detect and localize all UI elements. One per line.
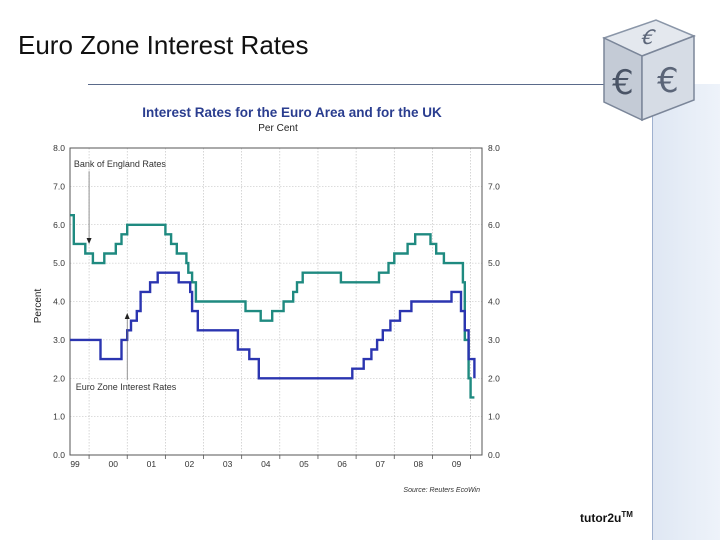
y-axis-left: 0.0 1.0 2.0 3.0 4.0 5.0 6.0 7.0 8.0 — [53, 143, 65, 460]
y-tick-label-left: 0.0 — [53, 450, 65, 460]
x-tick-label: 03 — [223, 459, 233, 469]
x-tick-label: 05 — [299, 459, 309, 469]
x-tick-label: 00 — [108, 459, 118, 469]
y-tick-label-left: 2.0 — [53, 373, 65, 383]
title-divider — [88, 84, 720, 85]
plot-frame — [69, 147, 483, 456]
y-tick-label-right: 7.0 — [488, 181, 500, 191]
slide-title: Euro Zone Interest Rates — [18, 30, 309, 60]
series-line-euro — [70, 271, 476, 380]
annotations: Bank of England Rates Euro Zone Interest … — [74, 159, 177, 392]
y-tick-label-right: 6.0 — [488, 220, 500, 230]
y-tick-label-right: 3.0 — [488, 335, 500, 345]
y-tick-label-right: 0.0 — [488, 450, 500, 460]
annotation-boe-label: Bank of England Rates — [74, 159, 167, 169]
y-tick-label-left: 1.0 — [53, 412, 65, 422]
interest-rate-chart: Interest Rates for the Euro Area and for… — [33, 105, 500, 494]
annotation-arrowhead — [86, 237, 92, 244]
y-tick-label-right: 2.0 — [488, 373, 500, 383]
y-tick-label-right: 8.0 — [488, 143, 500, 153]
trademark-mark: TM — [621, 510, 633, 519]
y-tick-label-left: 5.0 — [53, 258, 65, 268]
annotation-arrowhead — [124, 313, 130, 320]
chart-source: Source: Reuters EcoWin — [403, 487, 480, 494]
x-axis: 99 00 01 02 03 04 05 06 07 08 09 — [70, 455, 471, 469]
x-tick-label: 07 — [376, 459, 386, 469]
x-tick-label: 06 — [337, 459, 347, 469]
x-tick-label: 01 — [147, 459, 157, 469]
y-tick-label-left: 8.0 — [53, 143, 65, 153]
svg-text:€: € — [612, 63, 634, 103]
svg-text:€: € — [657, 61, 679, 101]
chart-subtitle: Per Cent — [258, 123, 298, 134]
y-tick-label-left: 7.0 — [53, 181, 65, 191]
annotation-euro-label: Euro Zone Interest Rates — [76, 382, 177, 392]
y-axis-right: 0.0 1.0 2.0 3.0 4.0 5.0 6.0 7.0 8.0 — [488, 143, 500, 460]
x-tick-label: 02 — [185, 459, 195, 469]
y-tick-label-left: 6.0 — [53, 220, 65, 230]
y-tick-label-right: 5.0 — [488, 258, 500, 268]
series-line-boe — [70, 214, 475, 399]
brand-name: tutor2u — [580, 511, 622, 525]
y-axis-label: Percent — [33, 289, 44, 324]
x-tick-label: 09 — [452, 459, 462, 469]
y-tick-label-right: 1.0 — [488, 412, 500, 422]
side-decoration-bar — [652, 84, 720, 540]
series-lines — [70, 214, 476, 399]
brand-footer: tutor2uTM — [580, 510, 633, 525]
x-tick-label: 04 — [261, 459, 271, 469]
y-tick-label-left: 3.0 — [53, 335, 65, 345]
x-tick-label: 99 — [70, 459, 80, 469]
chart-title: Interest Rates for the Euro Area and for… — [142, 105, 442, 120]
y-tick-label-right: 4.0 — [488, 297, 500, 307]
y-tick-label-left: 4.0 — [53, 297, 65, 307]
x-tick-label: 08 — [414, 459, 424, 469]
euro-cube-logo: € € € — [602, 19, 697, 122]
